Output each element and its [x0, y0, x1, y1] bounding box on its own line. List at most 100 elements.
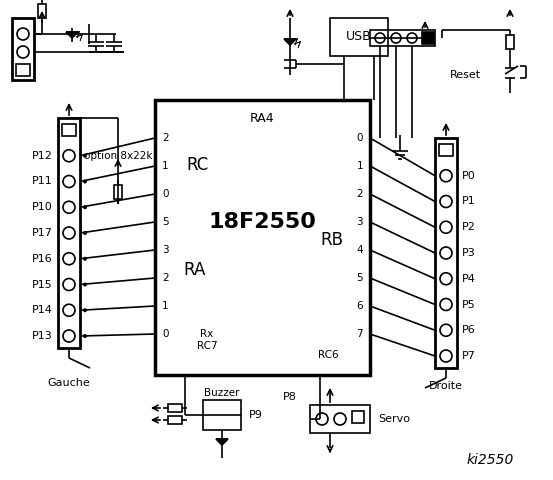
Text: P1: P1: [462, 196, 476, 206]
Text: RC6: RC6: [317, 350, 338, 360]
Circle shape: [63, 201, 75, 213]
Circle shape: [440, 195, 452, 207]
Bar: [203, 400, 241, 430]
Polygon shape: [284, 39, 296, 45]
Text: 7: 7: [356, 329, 363, 339]
Bar: [58, 118, 80, 348]
Text: ki2550: ki2550: [466, 453, 514, 467]
Text: P6: P6: [462, 325, 476, 335]
Text: P10: P10: [32, 202, 53, 212]
Bar: [330, 18, 388, 56]
Text: P3: P3: [462, 248, 476, 258]
Bar: [370, 30, 435, 46]
Circle shape: [63, 278, 75, 290]
Text: 5: 5: [356, 273, 363, 283]
Text: 4: 4: [356, 245, 363, 255]
Circle shape: [63, 227, 75, 239]
Text: P13: P13: [32, 331, 53, 341]
Bar: [114, 185, 122, 199]
Text: P7: P7: [462, 351, 476, 361]
Text: 0: 0: [357, 133, 363, 143]
Bar: [168, 416, 182, 424]
Text: 1: 1: [356, 161, 363, 171]
Text: Servo: Servo: [378, 414, 410, 424]
Circle shape: [375, 33, 385, 43]
Text: RB: RB: [321, 231, 343, 249]
Text: P9: P9: [249, 410, 263, 420]
Circle shape: [440, 350, 452, 362]
Bar: [439, 144, 453, 156]
Circle shape: [334, 413, 346, 425]
Circle shape: [83, 154, 87, 158]
Circle shape: [83, 334, 87, 338]
Text: Reset: Reset: [450, 70, 481, 80]
Text: P0: P0: [462, 171, 476, 181]
Bar: [38, 4, 46, 18]
Bar: [506, 35, 514, 49]
Text: 2: 2: [162, 133, 169, 143]
Text: RC: RC: [186, 156, 208, 174]
Text: Droite: Droite: [429, 381, 463, 391]
Polygon shape: [66, 32, 78, 38]
Circle shape: [83, 231, 87, 235]
Text: Buzzer: Buzzer: [204, 388, 240, 398]
Text: 2: 2: [162, 273, 169, 283]
Circle shape: [440, 324, 452, 336]
Text: P11: P11: [32, 177, 53, 187]
Text: Rx
RC7: Rx RC7: [197, 329, 217, 351]
Bar: [422, 32, 434, 44]
Text: P2: P2: [462, 222, 476, 232]
Bar: [435, 138, 457, 368]
Polygon shape: [216, 439, 228, 445]
Bar: [16, 64, 30, 76]
Circle shape: [63, 176, 75, 188]
Text: P8: P8: [283, 392, 297, 402]
Text: 1: 1: [162, 161, 169, 171]
Text: P16: P16: [32, 254, 53, 264]
Bar: [168, 404, 182, 412]
Text: 1: 1: [162, 301, 169, 311]
Text: P12: P12: [32, 151, 53, 161]
Bar: [12, 18, 34, 80]
Text: 3: 3: [162, 245, 169, 255]
Text: P5: P5: [462, 300, 476, 310]
Text: 18F2550: 18F2550: [208, 213, 316, 232]
Circle shape: [440, 273, 452, 285]
Circle shape: [83, 205, 87, 209]
Circle shape: [440, 221, 452, 233]
Circle shape: [83, 180, 87, 183]
Bar: [155, 100, 370, 375]
Circle shape: [63, 150, 75, 162]
Text: USB: USB: [346, 31, 372, 44]
Circle shape: [63, 330, 75, 342]
Text: option 8x22k: option 8x22k: [84, 151, 152, 161]
Text: P15: P15: [32, 279, 53, 289]
Text: RA: RA: [184, 261, 206, 279]
Circle shape: [17, 28, 29, 40]
Bar: [352, 411, 364, 423]
Circle shape: [391, 33, 401, 43]
Circle shape: [17, 46, 29, 58]
Circle shape: [83, 257, 87, 261]
Text: RA4: RA4: [250, 111, 275, 124]
Text: 0: 0: [162, 189, 169, 199]
Text: 3: 3: [356, 217, 363, 227]
Text: 5: 5: [162, 217, 169, 227]
Circle shape: [316, 413, 328, 425]
Circle shape: [440, 170, 452, 182]
Text: 2: 2: [356, 189, 363, 199]
Text: P14: P14: [32, 305, 53, 315]
Text: Gauche: Gauche: [48, 378, 90, 388]
Text: 6: 6: [356, 301, 363, 311]
Circle shape: [83, 308, 87, 312]
Text: 0: 0: [162, 329, 169, 339]
Circle shape: [440, 247, 452, 259]
Circle shape: [63, 304, 75, 316]
Circle shape: [83, 283, 87, 287]
Bar: [310, 405, 370, 433]
Circle shape: [440, 299, 452, 311]
Circle shape: [407, 33, 417, 43]
Text: P17: P17: [32, 228, 53, 238]
Circle shape: [63, 253, 75, 265]
Bar: [62, 124, 76, 136]
